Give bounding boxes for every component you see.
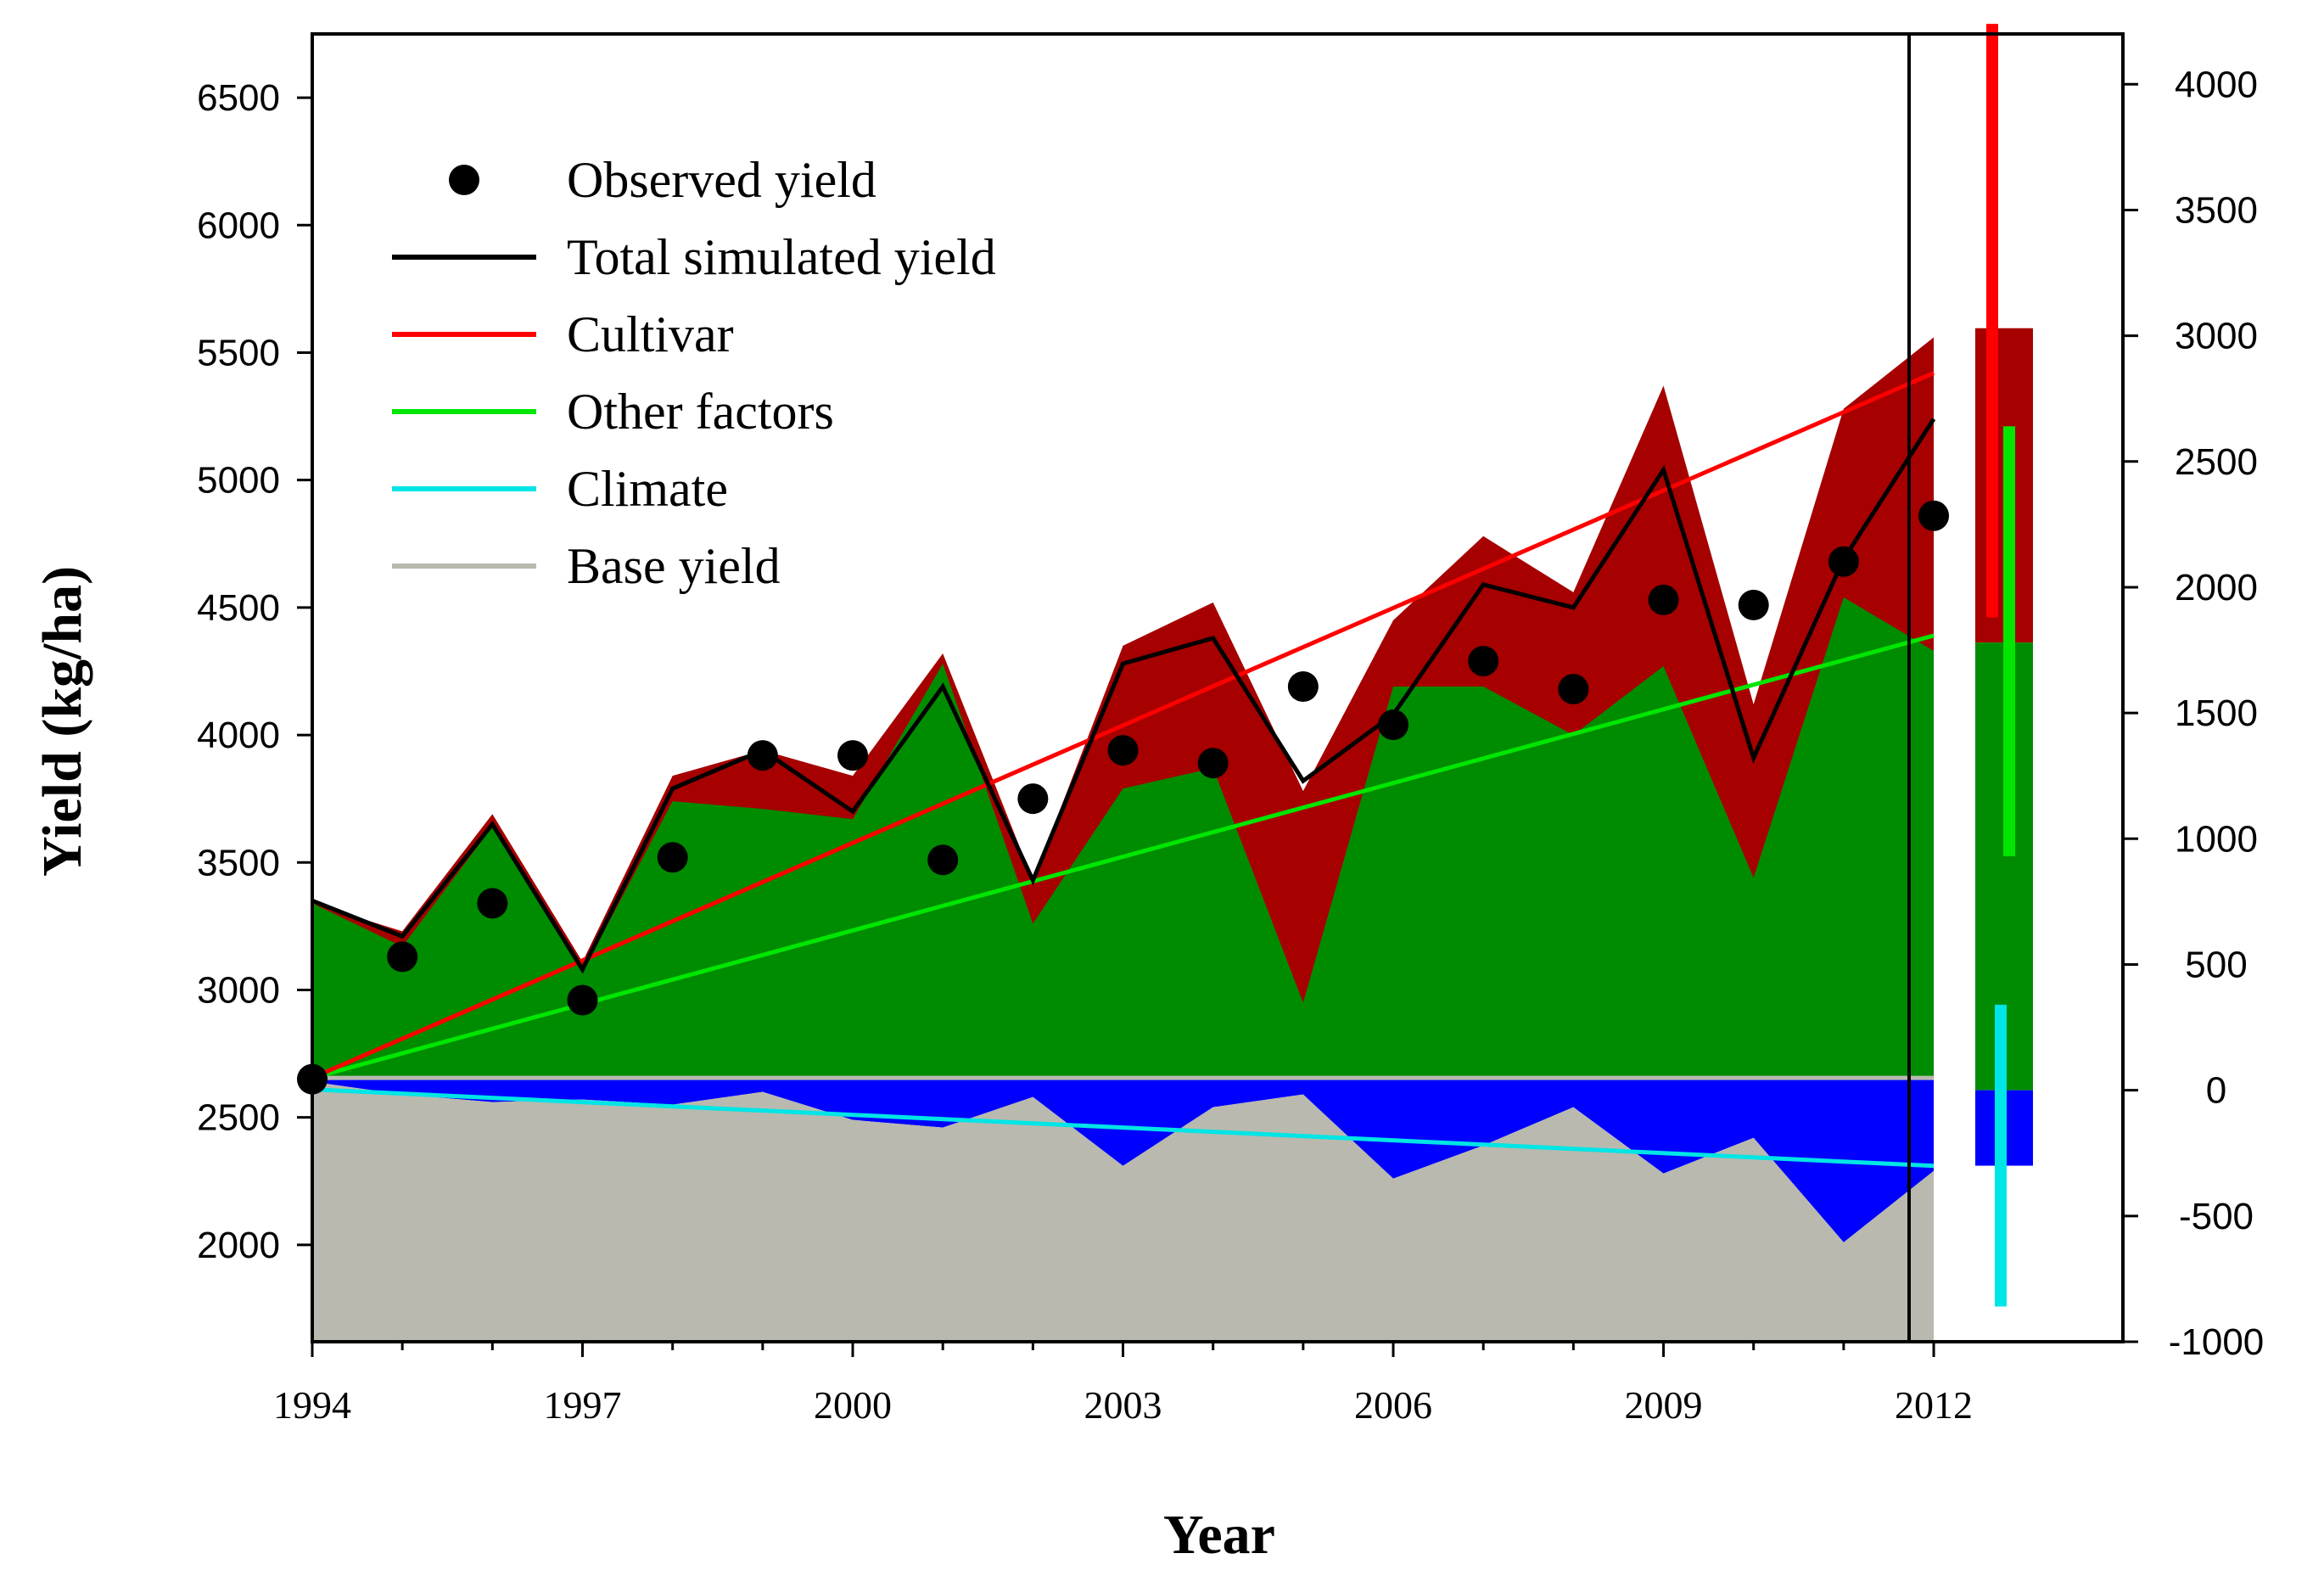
y2-tick-label: 2500 — [2175, 441, 2258, 483]
observed-point — [1828, 546, 1859, 577]
y-tick-label: 4500 — [197, 587, 280, 629]
x-axis-title: Year — [1163, 1504, 1275, 1566]
y2-tick-label: 1000 — [2175, 818, 2258, 860]
legend-label: Cultivar — [567, 306, 734, 362]
observed-point — [1287, 670, 1319, 702]
cultivar-trend-line — [311, 371, 1935, 1080]
legend: Observed yield Total simulated yield Culti… — [392, 152, 996, 594]
stacked-areas — [312, 337, 1935, 1342]
x-tick-label: 2006 — [1354, 1383, 1432, 1427]
y-tick-label: 6500 — [197, 77, 280, 119]
y-tick-label: 3000 — [197, 969, 280, 1011]
legend-label: Other factors — [567, 384, 834, 440]
y-tick-label: 6000 — [197, 205, 280, 246]
other-factors-area — [312, 597, 1935, 1079]
plot-frame — [311, 32, 2125, 1343]
observed-point — [1648, 584, 1679, 615]
observed-point — [567, 984, 598, 1016]
legend-label: Base yield — [567, 538, 781, 594]
y-tick-label: 3500 — [197, 842, 280, 883]
y-tick-label: 5500 — [197, 332, 280, 373]
y2-tick-label: 0 — [2206, 1070, 2226, 1112]
y-tick-label: 4000 — [197, 715, 280, 756]
y2-tick-label: 500 — [2185, 944, 2247, 985]
observed-point — [1918, 500, 1950, 531]
y-tick-label: 5000 — [197, 460, 280, 502]
y2-tick-label: 1500 — [2175, 693, 2258, 734]
legend-label: Observed yield — [567, 152, 876, 208]
x-tick-label: 1997 — [544, 1383, 622, 1427]
observed-point — [747, 740, 778, 771]
observed-point — [927, 844, 959, 876]
observed-point — [1558, 674, 1589, 705]
legend-label: Total simulated yield — [567, 229, 996, 285]
axes: 2000250030003500400045005000550060006500… — [197, 32, 2265, 1427]
y2-tick-label: 2000 — [2175, 567, 2258, 608]
observed-point — [657, 842, 688, 873]
x-tick-label: 2003 — [1084, 1383, 1162, 1427]
series-lines — [311, 371, 1936, 1169]
observed-point — [837, 740, 869, 771]
y-tick-label: 2000 — [197, 1225, 280, 1266]
observed-point — [477, 888, 508, 919]
y2-tick-label: -500 — [2179, 1196, 2254, 1237]
observed-point — [1017, 783, 1049, 815]
observed-point — [1468, 645, 1499, 676]
contribution-panel — [1975, 24, 2033, 1307]
x-tick-label: 2009 — [1625, 1383, 1703, 1427]
observed-point — [1197, 748, 1229, 779]
y-tick-label: 2500 — [197, 1097, 280, 1139]
observed-point — [1378, 709, 1409, 741]
observed-point — [1738, 589, 1769, 620]
y2-tick-label: 4000 — [2175, 64, 2258, 105]
climate-area — [312, 1079, 1935, 1242]
observed-point — [1107, 735, 1139, 766]
observed-points — [297, 500, 1950, 1095]
climate-trend-line — [311, 1087, 1935, 1169]
x-tick-label: 2012 — [1895, 1383, 1973, 1427]
legend-marker — [449, 165, 479, 195]
y2-tick-label: -1000 — [2169, 1321, 2265, 1363]
y2-tick-label: 3500 — [2175, 189, 2258, 231]
legend-label: Climate — [567, 461, 728, 517]
observed-point — [387, 941, 418, 973]
y2-tick-label: 3000 — [2175, 316, 2258, 357]
total-simulated-yield-line — [311, 418, 1936, 974]
x-tick-label: 1994 — [273, 1383, 351, 1427]
y-axis-title: Yield (kg/ha) — [31, 566, 93, 877]
x-tick-label: 2000 — [814, 1383, 892, 1427]
